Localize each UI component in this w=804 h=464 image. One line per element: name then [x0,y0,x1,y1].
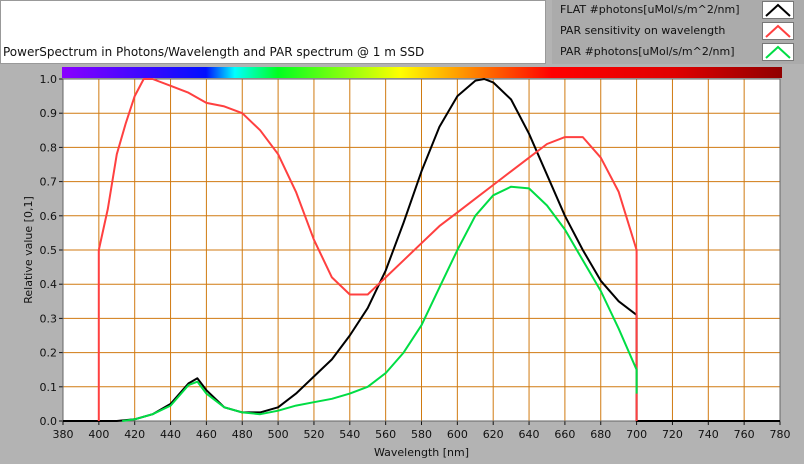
x-axis-label: Wavelength [nm] [374,446,469,459]
y-tick-label: 0.4 [40,278,58,291]
x-tick-label: 540 [339,428,360,441]
legend[interactable]: FLAT #photons[uMol/s/m^2/nm] PAR sensiti… [552,0,804,64]
x-tick-label: 660 [554,428,575,441]
x-tick-label: 420 [124,428,145,441]
legend-item-par-sensitivity[interactable]: PAR sensitivity on wavelength [552,21,804,42]
legend-label: PAR sensitivity on wavelength [560,24,726,37]
legend-label: PAR #photons[uMol/s/m^2/nm] [560,45,735,58]
x-tick-label: 580 [411,428,432,441]
y-tick-label: 0.6 [40,210,58,223]
x-tick-label: 460 [196,428,217,441]
x-tick-label: 720 [662,428,683,441]
y-tick-label: 0.8 [40,141,58,154]
legend-swatch-icon[interactable] [762,22,794,40]
x-tick-label: 640 [519,428,540,441]
spectrum-color-bar [62,67,782,78]
x-tick-label: 440 [160,428,181,441]
legend-item-flat[interactable]: FLAT #photons[uMol/s/m^2/nm] [552,0,804,21]
series-line-1 [97,78,638,421]
series-line-2 [122,185,638,422]
x-tick-label: 500 [268,428,289,441]
y-tick-label: 0.2 [40,347,58,360]
title-box: PowerSpectrum in Photons/Wavelength and … [0,0,546,64]
legend-swatch-icon[interactable] [762,43,794,61]
y-tick-label: 0.0 [40,415,58,428]
legend-swatch-icon[interactable] [762,1,794,19]
x-tick-label: 620 [483,428,504,441]
x-tick-label: 560 [375,428,396,441]
y-tick-label: 0.9 [40,107,58,120]
series-line-0 [63,78,780,422]
x-tick-label: 740 [698,428,719,441]
x-tick-label: 480 [232,428,253,441]
y-axis-label: Relative value [0,1] [22,196,35,303]
plot-border [62,78,781,422]
x-tick-label: 760 [734,428,755,441]
x-tick-label: 600 [447,428,468,441]
y-tick-label: 0.3 [40,312,58,325]
legend-label: FLAT #photons[uMol/s/m^2/nm] [560,3,740,16]
y-tick-label: 0.5 [40,244,58,257]
y-tick-label: 0.1 [40,381,58,394]
x-tick-label: 380 [53,428,74,441]
legend-item-par-photons[interactable]: PAR #photons[uMol/s/m^2/nm] [552,42,804,63]
x-tick-label: 520 [303,428,324,441]
y-tick-label: 0.7 [40,176,58,189]
x-tick-label: 680 [590,428,611,441]
chart-title: PowerSpectrum in Photons/Wavelength and … [3,45,425,59]
x-tick-label: 700 [626,428,647,441]
x-tick-label: 400 [88,428,109,441]
x-tick-label: 780 [770,428,791,441]
y-tick-label: 1.0 [40,73,58,86]
